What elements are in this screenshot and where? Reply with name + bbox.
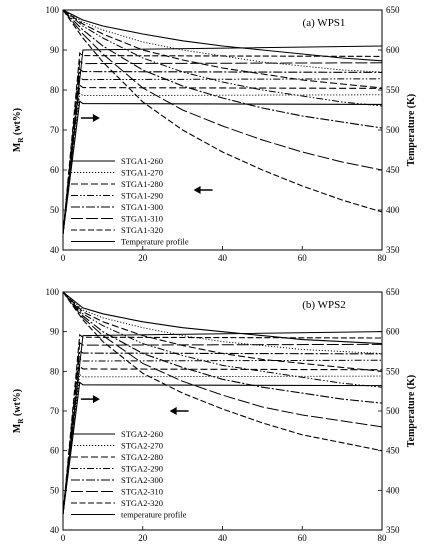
y-right-axis-label: Temperature (K) (406, 94, 417, 167)
x-tick-label: 40 (218, 253, 228, 263)
panel-title: (a) WPS1 (303, 17, 346, 29)
legend-entry: STGA2-310 (121, 487, 163, 497)
legend-entry: STGA1-280 (121, 179, 163, 189)
y-right-tick-label: 450 (386, 446, 400, 456)
series-line (62, 9, 383, 213)
y-right-axis-label: Temperature (K) (406, 375, 417, 448)
temperature-plateau-line (62, 349, 383, 515)
y-right-tick-label: 400 (386, 205, 400, 215)
y-tick-label: 60 (50, 446, 60, 456)
y-tick-label: 50 (50, 205, 60, 215)
legend-entry: STGA1-310 (121, 214, 163, 224)
y-tick-label: 90 (50, 45, 60, 55)
y-right-tick-label: 400 (386, 485, 400, 495)
series-line (62, 291, 383, 372)
chart-panel-2: 0 20 40 60 80 40 50 60 70 80 90 100 350 400 450 500 550 6… (12, 287, 417, 543)
y-right-tick-label: 650 (386, 287, 400, 297)
panel-title: (b) WPS2 (302, 299, 346, 311)
series-line (62, 9, 383, 73)
y-tick-label: 40 (50, 525, 60, 535)
arrow-head (92, 114, 100, 122)
temperature-plateau-line (62, 341, 383, 515)
y-tick-label: 80 (50, 85, 60, 95)
arrow-head (193, 186, 201, 194)
y-tick-label: 100 (46, 287, 60, 297)
series-line (62, 9, 383, 89)
temperature-plateau-line (62, 333, 383, 515)
legend-entry: STGA2-290 (121, 464, 163, 474)
y-right-tick-label: 650 (386, 5, 400, 15)
temperature-plateau-line (62, 381, 383, 515)
legend-entry: Temperature profile (121, 237, 189, 247)
legend-entry: temperature profile (121, 510, 187, 520)
x-tick-label: 80 (378, 253, 388, 263)
y-axis-label: MR (wt%) (12, 389, 25, 433)
x-tick-label: 20 (138, 533, 148, 543)
series-line (62, 291, 383, 404)
legend-entry: STGA1-290 (121, 191, 163, 201)
y-right-tick-label: 350 (386, 525, 400, 535)
temperature-plateau-line (62, 357, 383, 515)
y-tick-label: 50 (50, 485, 60, 495)
plot-frame (62, 291, 383, 531)
temperature-plateau-line (62, 100, 383, 235)
x-tick-label: 40 (218, 533, 228, 543)
y-tick-label: 100 (46, 5, 60, 15)
y-right-tick-label: 500 (386, 125, 400, 135)
legend-entry: STGA1-260 (121, 156, 163, 166)
y-tick-label: 60 (50, 165, 60, 175)
y-tick-label: 80 (50, 366, 60, 376)
arrow-head (169, 407, 177, 415)
temperature-plateau-line (62, 373, 383, 515)
y-right-tick-label: 550 (386, 85, 400, 95)
series-line (62, 291, 383, 345)
series-line (62, 331, 383, 515)
legend-entry: STGA2-320 (121, 498, 163, 508)
legend-entry: STGA2-300 (121, 475, 163, 485)
series-line (62, 9, 383, 107)
y-right-tick-label: 500 (386, 406, 400, 416)
arrow-head (92, 395, 100, 404)
temperature-plateau-line (62, 92, 383, 235)
x-tick-label: 20 (138, 253, 148, 263)
series-line (62, 9, 383, 171)
chart-panel-1: 0 20 40 60 80 40 50 60 70 80 90 100 350 400 450 500 550 6… (12, 5, 417, 263)
y-right-tick-label: 550 (386, 366, 400, 376)
series-line (62, 9, 383, 129)
temperature-plateau-line (62, 60, 383, 235)
temperature-plateau-line (62, 52, 383, 235)
y-axis-label: MR (wt%) (12, 108, 25, 152)
y-right-tick-label: 350 (386, 245, 400, 255)
legend-entry: STGA1-270 (121, 168, 163, 178)
x-tick-label: 0 (61, 533, 66, 543)
x-tick-label: 60 (298, 533, 308, 543)
x-tick-label: 0 (61, 253, 66, 263)
series-line (62, 45, 383, 235)
series-line (62, 9, 383, 62)
x-tick-label: 80 (378, 533, 388, 543)
legend-entry: STGA1-320 (121, 225, 163, 235)
y-right-tick-label: 600 (386, 45, 400, 55)
y-tick-label: 70 (50, 125, 60, 135)
y-right-tick-label: 600 (386, 327, 400, 337)
series-line (62, 291, 383, 452)
y-right-tick-label: 450 (386, 165, 400, 175)
series-line (62, 291, 383, 354)
legend-entry: STGA2-270 (121, 441, 163, 451)
legend-entry: STGA2-280 (121, 452, 163, 462)
y-tick-label: 70 (50, 406, 60, 416)
legend-entry: STGA2-260 (121, 429, 163, 439)
x-tick-label: 60 (298, 253, 308, 263)
legend-entry: STGA1-300 (121, 202, 163, 212)
series-line (62, 291, 383, 428)
series-line (62, 291, 383, 388)
y-tick-label: 40 (50, 245, 60, 255)
y-tick-label: 90 (50, 327, 60, 337)
